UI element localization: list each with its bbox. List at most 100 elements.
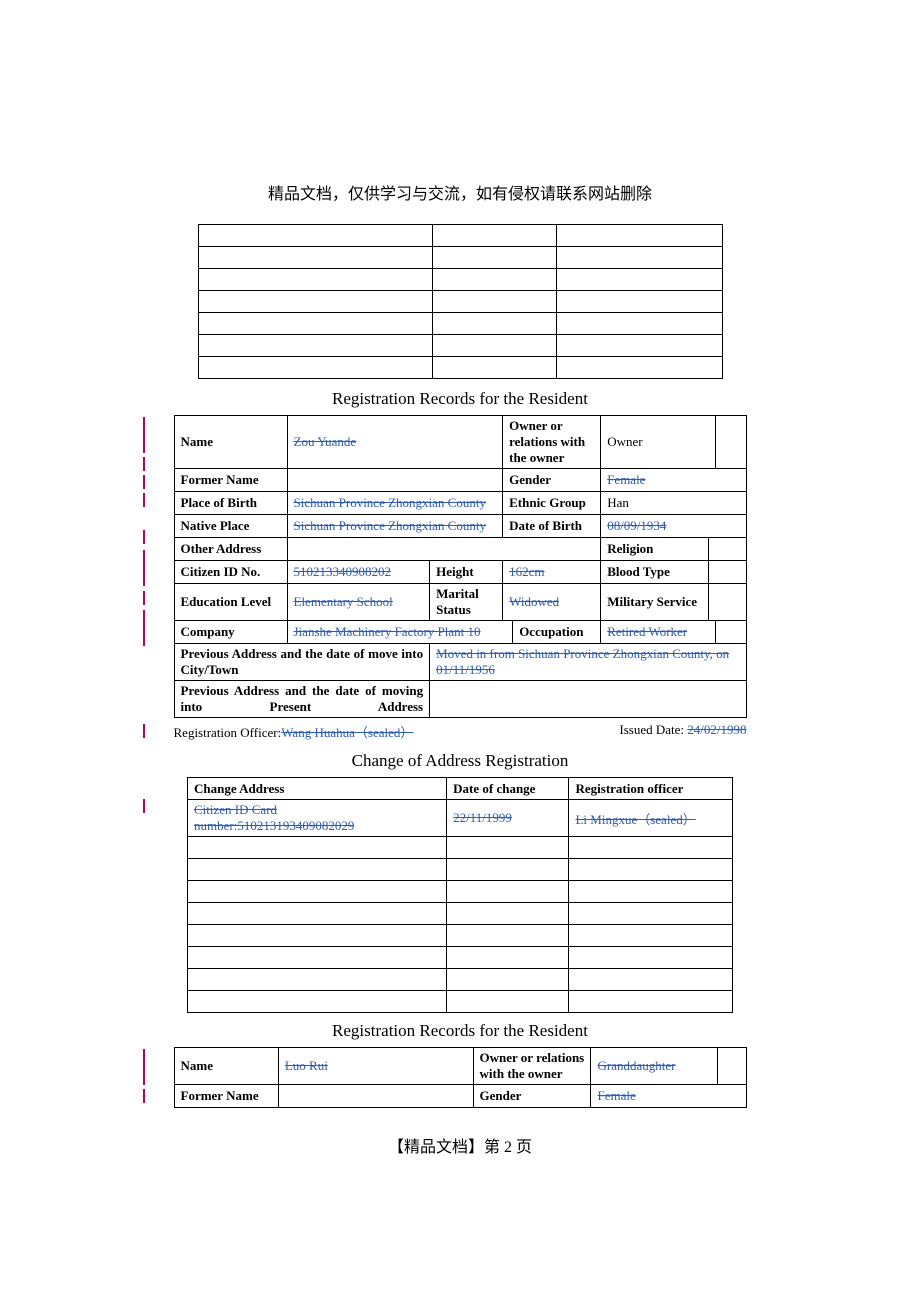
native-label: Native Place bbox=[174, 515, 287, 538]
table-row: Name Luo Rui Owner or relations with the… bbox=[174, 1048, 746, 1085]
resident1-table: Name Zou Yuande Owner or relations with … bbox=[174, 415, 747, 718]
revision-marker bbox=[143, 530, 145, 544]
dob-value: 08/09/1934 bbox=[607, 518, 666, 533]
officer-value: Wang Huahua（sealed） bbox=[281, 725, 413, 740]
change-address-value: Citizen ID Card number:51021319340908202… bbox=[194, 802, 354, 833]
blood-value bbox=[709, 561, 746, 584]
marital-label: Marital Status bbox=[430, 584, 503, 621]
page-header: 精品文档，仅供学习与交流，如有侵权请联系网站删除 bbox=[75, 180, 845, 204]
other-addr-value bbox=[287, 538, 601, 561]
height-value: 162cm bbox=[509, 564, 544, 579]
religion-value bbox=[709, 538, 746, 561]
table-row: Former Name Gender Female bbox=[174, 469, 746, 492]
former-name-value bbox=[287, 469, 503, 492]
name-value: Zou Yuande bbox=[294, 434, 357, 449]
prev-addr2-value bbox=[430, 681, 746, 718]
table-row bbox=[188, 837, 733, 859]
table-row: Place of Birth Sichuan Province Zhongxia… bbox=[174, 492, 746, 515]
former-name-label: Former Name bbox=[174, 1085, 278, 1108]
change-header-date: Date of change bbox=[447, 778, 569, 800]
name-label: Name bbox=[174, 1048, 278, 1085]
table-row: Citizen ID No. 510213340908202 Height 16… bbox=[174, 561, 746, 584]
pob-label: Place of Birth bbox=[174, 492, 287, 515]
table-row: Native Place Sichuan Province Zhongxian … bbox=[174, 515, 746, 538]
name-value: Luo Rui bbox=[285, 1058, 328, 1073]
name-label: Name bbox=[174, 416, 287, 469]
revision-marker bbox=[143, 1049, 145, 1085]
occupation-value: Retired Worker bbox=[607, 624, 687, 639]
table-row bbox=[198, 247, 722, 269]
revision-marker bbox=[143, 457, 145, 471]
officer-label: Registration Officer: bbox=[174, 725, 282, 740]
table-row: Former Name Gender Female bbox=[174, 1085, 746, 1108]
revision-marker bbox=[143, 591, 145, 605]
table-row: Previous Address and the date of move in… bbox=[174, 644, 746, 681]
table-row bbox=[188, 881, 733, 903]
dob-label: Date of Birth bbox=[503, 515, 601, 538]
former-name-value bbox=[278, 1085, 473, 1108]
table-row bbox=[198, 357, 722, 379]
gender-label: Gender bbox=[473, 1085, 591, 1108]
table-row: Change Address Date of change Registrati… bbox=[188, 778, 733, 800]
table-row bbox=[198, 225, 722, 247]
occupation-label: Occupation bbox=[513, 621, 601, 644]
revision-marker bbox=[143, 610, 145, 646]
prev-addr1-value: Moved in from Sichuan Province Zhongxian… bbox=[436, 646, 729, 677]
table-row bbox=[188, 947, 733, 969]
ethnic-label: Ethnic Group bbox=[503, 492, 601, 515]
gender-value: Female bbox=[597, 1088, 635, 1103]
owner-value: Granddaughter bbox=[597, 1058, 675, 1073]
revision-marker bbox=[143, 799, 145, 813]
table-row: Other Address Religion bbox=[174, 538, 746, 561]
issued-label: Issued Date: bbox=[619, 722, 687, 737]
page-footer: 【精品文档】第 2 页 bbox=[75, 1133, 845, 1157]
prev-addr1-label: Previous Address and the date of move in… bbox=[174, 644, 430, 681]
change-address-table: Change Address Date of change Registrati… bbox=[187, 777, 733, 1013]
id-label: Citizen ID No. bbox=[174, 561, 287, 584]
table-row: Name Zou Yuande Owner or relations with … bbox=[174, 416, 746, 469]
table-row bbox=[198, 269, 722, 291]
resident2-table: Name Luo Rui Owner or relations with the… bbox=[174, 1047, 747, 1108]
owner-value: Owner bbox=[601, 416, 715, 469]
section-title-1: Registration Records for the Resident bbox=[75, 389, 845, 409]
table-row bbox=[188, 969, 733, 991]
native-value: Sichuan Province Zhongxian County bbox=[294, 518, 486, 533]
revision-marker bbox=[143, 1089, 145, 1103]
company-label: Company bbox=[174, 621, 287, 644]
table-row bbox=[188, 903, 733, 925]
change-date-value: 22/11/1999 bbox=[453, 810, 512, 825]
document-page: 精品文档，仅供学习与交流，如有侵权请联系网站删除 Registration Re… bbox=[0, 0, 920, 1217]
change-officer-value: Li Mingxue（sealed） bbox=[575, 812, 695, 827]
military-value bbox=[709, 584, 746, 621]
table-row bbox=[198, 335, 722, 357]
owner-label: Owner or relations with the owner bbox=[473, 1048, 591, 1085]
gender-value: Female bbox=[607, 472, 645, 487]
revision-marker bbox=[143, 493, 145, 507]
table-row bbox=[198, 291, 722, 313]
section-title-2: Change of Address Registration bbox=[75, 751, 845, 771]
table-row bbox=[198, 313, 722, 335]
height-label: Height bbox=[430, 561, 503, 584]
empty-top-table bbox=[198, 224, 723, 379]
other-addr-label: Other Address bbox=[174, 538, 287, 561]
military-label: Military Service bbox=[601, 584, 709, 621]
religion-label: Religion bbox=[601, 538, 709, 561]
change-header-officer: Registration officer bbox=[569, 778, 733, 800]
blood-label: Blood Type bbox=[601, 561, 709, 584]
revision-marker bbox=[143, 550, 145, 586]
revision-marker bbox=[143, 475, 145, 489]
pob-value: Sichuan Province Zhongxian County bbox=[294, 495, 486, 510]
table-row: Previous Address and the date of moving … bbox=[174, 681, 746, 718]
revision-marker bbox=[143, 724, 145, 738]
change-header-address: Change Address bbox=[188, 778, 447, 800]
issued-value: 24/02/1998 bbox=[687, 722, 746, 737]
owner-label: Owner or relations with the owner bbox=[503, 416, 601, 469]
table-row: Citizen ID Card number:51021319340908202… bbox=[188, 800, 733, 837]
former-name-label: Former Name bbox=[174, 469, 287, 492]
id-value: 510213340908202 bbox=[294, 564, 392, 579]
section-title-3: Registration Records for the Resident bbox=[75, 1021, 845, 1041]
officer-line: Registration Officer:Wang Huahua（sealed）… bbox=[174, 722, 747, 741]
table-row: Education Level Elementary School Marita… bbox=[174, 584, 746, 621]
revision-marker bbox=[143, 417, 145, 453]
company-value: Jianshe Machinery Factory Plant 10 bbox=[294, 624, 481, 639]
